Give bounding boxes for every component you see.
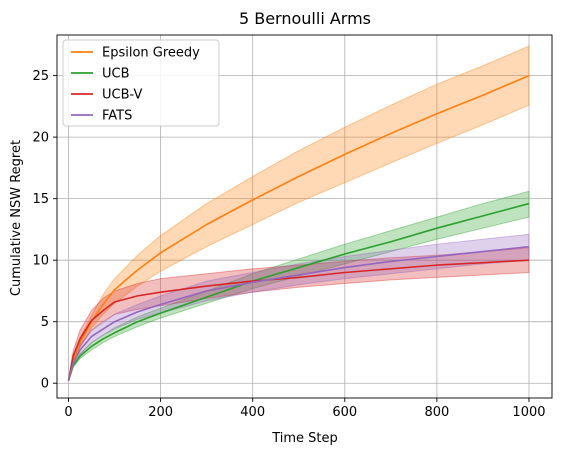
legend-label-1: UCB [102,67,130,82]
x-tick-label: 200 [148,405,173,420]
y-tick-label: 10 [32,254,49,269]
legend-label-2: UCB-V [102,88,142,103]
series-line-2 [67,259,530,381]
axes-frame [56,34,553,399]
x-tick-label: 800 [424,405,449,420]
y-axis-ticks: 0 5 10 15 20 25 [32,69,57,392]
y-tick-label: 25 [32,69,49,84]
series-line-1 [67,202,530,382]
legend-label-3: FATS [102,109,132,124]
legend-label-0: Epsilon Greedy [102,46,200,61]
y-axis-label: Cumulative NSW Regret [9,140,24,296]
x-tick-label: 1000 [512,405,545,420]
axes-border [56,34,553,399]
x-tick-label: 400 [240,405,265,420]
y-tick-label: 15 [32,192,49,207]
series-line-0 [67,74,530,381]
legend-box [62,39,220,127]
y-tick-label: 5 [41,315,49,330]
series-lines [67,74,530,382]
y-tick-label: 0 [41,377,49,392]
x-axis-label: Time Step [271,431,338,446]
x-tick-label: 600 [332,405,357,420]
y-tick-label: 20 [32,131,49,146]
chart-title: 5 Bernoulli Arms [239,9,371,28]
legend: Epsilon Greedy UCB UCB-V FATS [62,39,220,127]
series-line-3 [67,245,530,381]
x-axis-ticks: 0 200 400 600 800 1000 [64,398,546,420]
x-tick-label: 0 [64,405,72,420]
